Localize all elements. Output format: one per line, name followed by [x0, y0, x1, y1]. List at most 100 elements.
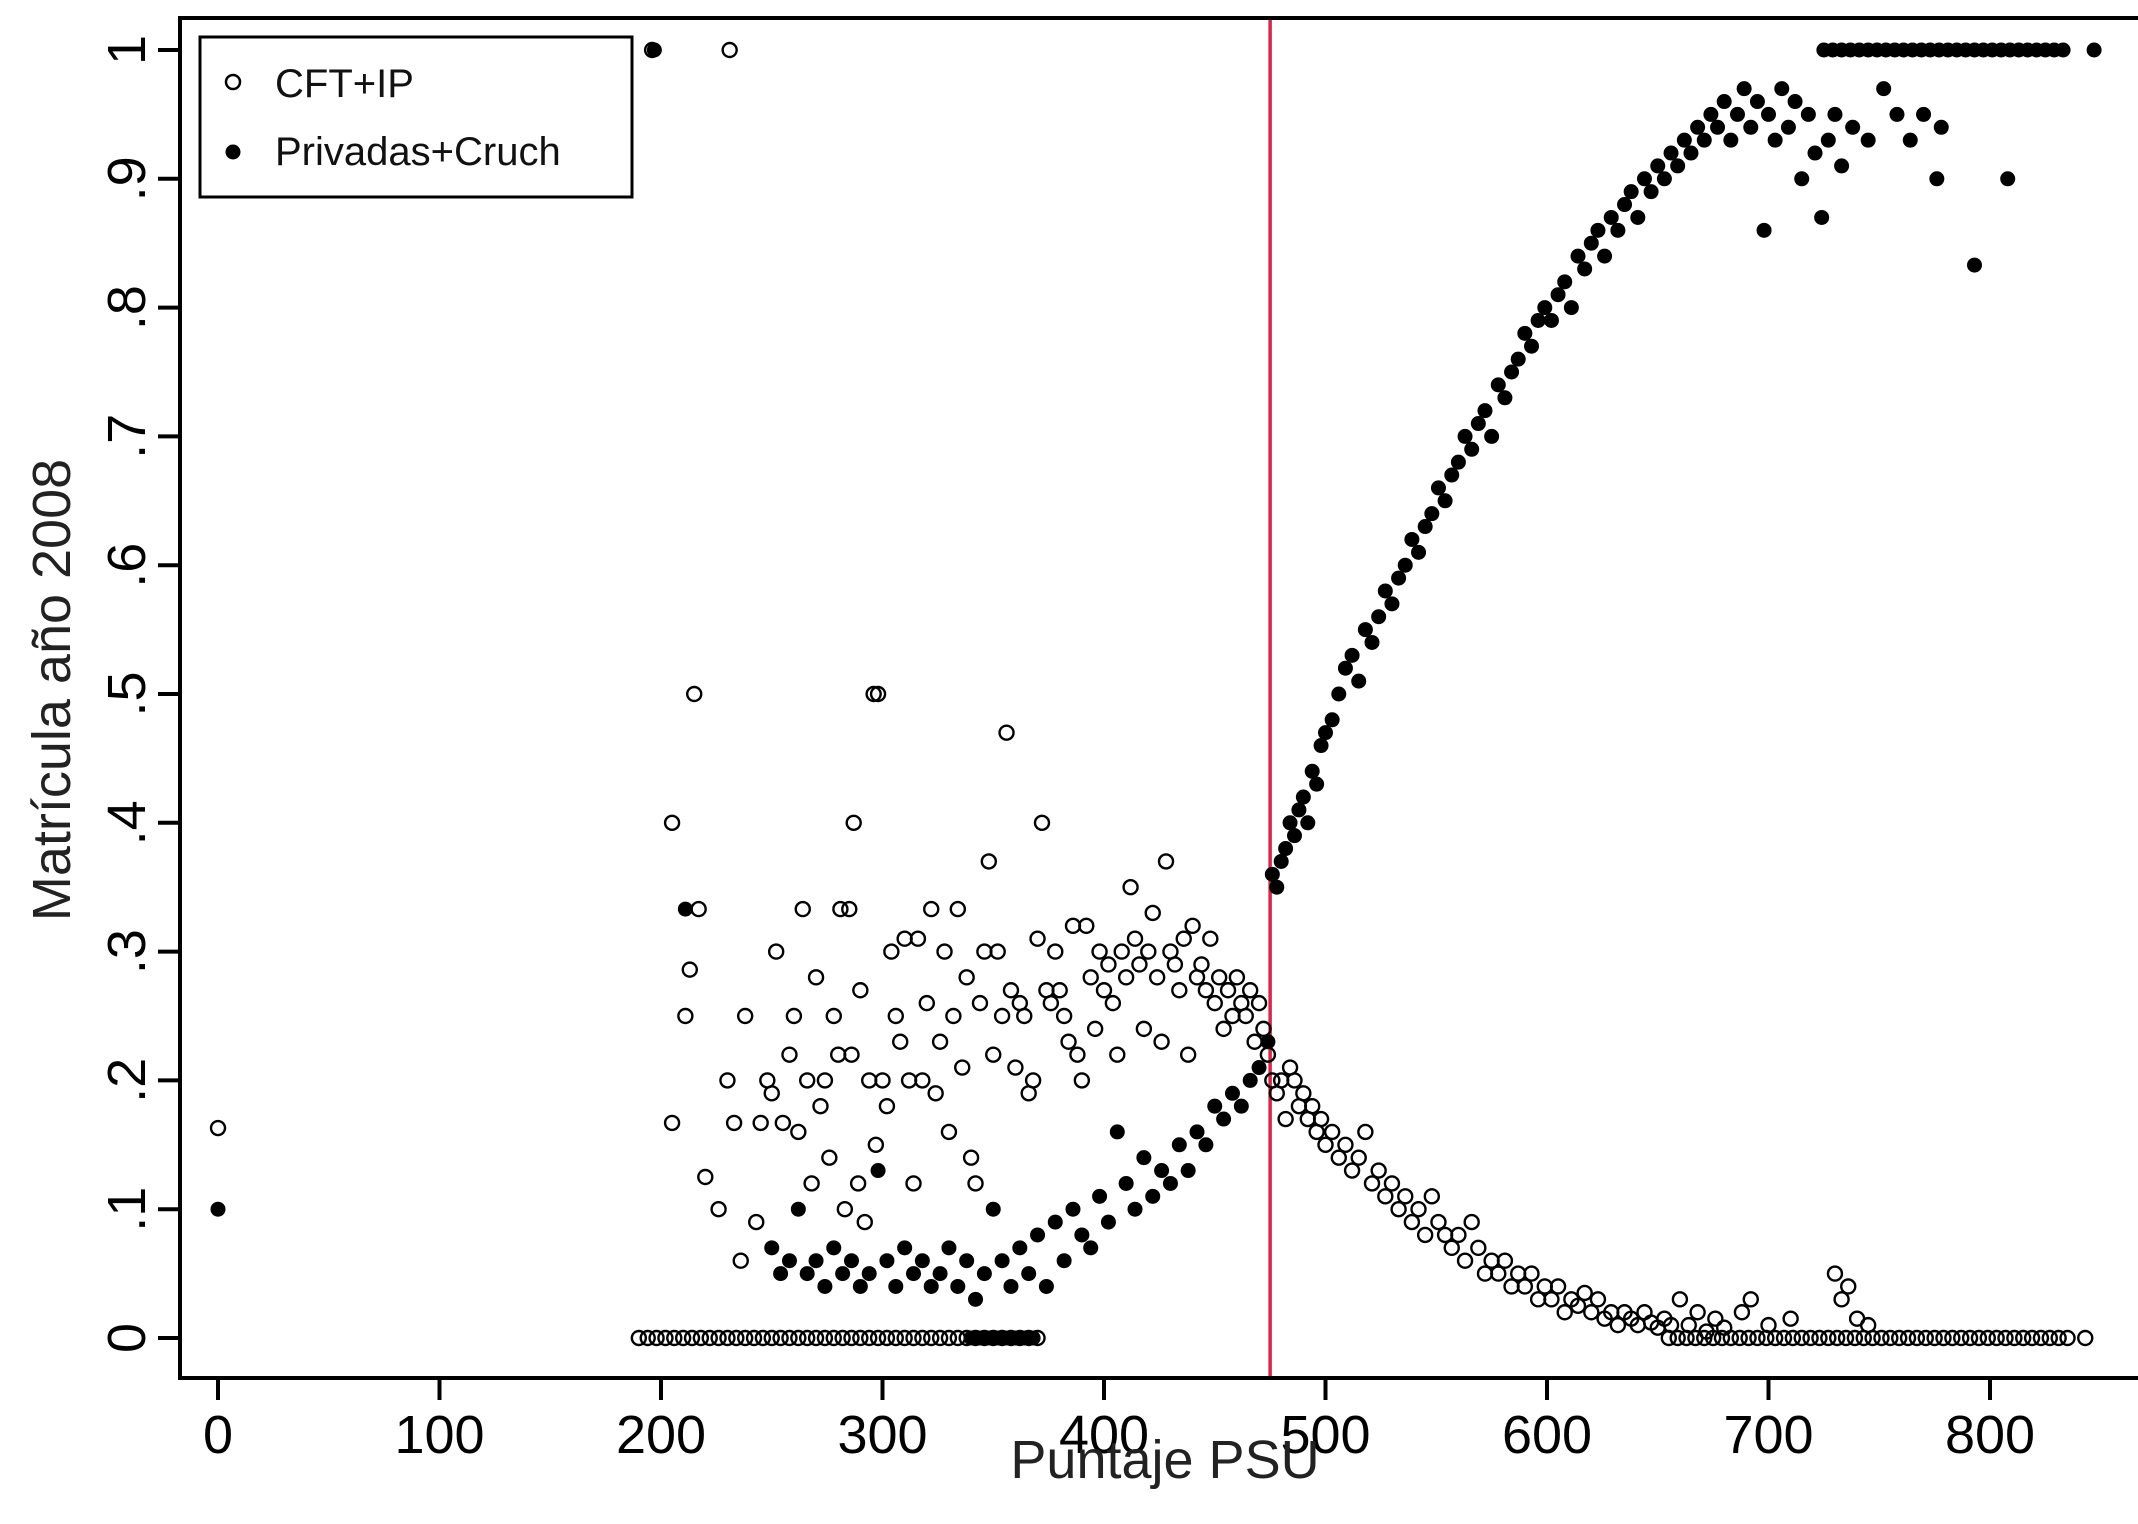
data-point-open	[2006, 1329, 2023, 1347]
data-point-open	[690, 900, 707, 918]
data-point-filled	[1845, 119, 1861, 135]
data-point-open	[657, 1329, 674, 1347]
data-point-open	[1007, 1059, 1024, 1076]
data-point-open	[1312, 1110, 1330, 1128]
data-point-filled	[1025, 1330, 1041, 1346]
data-point-filled	[1603, 209, 1619, 225]
data-point-filled	[1929, 171, 1945, 187]
data-point-open	[1259, 1046, 1277, 1063]
y-tick-label: .9	[97, 156, 157, 201]
data-point-open	[1899, 1329, 1917, 1347]
data-point-filled	[1517, 325, 1533, 341]
data-point-open	[1202, 930, 1219, 947]
x-tick-label: 100	[394, 1405, 484, 1465]
legend-marker-filled-circle	[225, 144, 241, 160]
data-point-filled	[1683, 145, 1699, 161]
data-point-filled	[1189, 1124, 1205, 1140]
data-point-filled	[1457, 428, 1473, 444]
data-point-filled	[1056, 1253, 1072, 1269]
data-point-filled	[1083, 1240, 1099, 1256]
data-point-filled	[1484, 428, 1500, 444]
data-point-open	[1157, 853, 1175, 870]
data-point-open	[1171, 982, 1188, 999]
data-point-open	[209, 1119, 227, 1137]
data-point-open	[958, 969, 975, 986]
data-point-open	[923, 1329, 940, 1347]
x-axis-title: Puntaje PSU	[1010, 1430, 1319, 1490]
data-point-filled	[932, 1266, 948, 1282]
data-point-filled	[1450, 454, 1466, 470]
y-tick-label: .3	[97, 929, 157, 974]
data-point-filled	[1497, 390, 1513, 406]
data-point-open	[1179, 1046, 1197, 1063]
data-point-open	[725, 1114, 743, 1132]
legend: CFT+IP Privadas+Cruch	[198, 35, 634, 199]
data-point-open	[1636, 1304, 1653, 1321]
data-point-filled	[1583, 235, 1599, 251]
data-point-filled	[1827, 106, 1843, 122]
data-point-open	[896, 930, 913, 947]
data-point-open	[1828, 1329, 1846, 1347]
data-point-open	[849, 1175, 867, 1192]
data-point-open	[945, 1007, 962, 1025]
data-point-filled	[1337, 660, 1353, 676]
data-point-open	[1944, 1329, 1961, 1347]
data-point-filled	[1820, 132, 1836, 148]
data-point-filled	[646, 42, 662, 58]
data-point-open	[1086, 1020, 1104, 1038]
data-point-open	[1033, 814, 1051, 831]
data-point-open	[1416, 1226, 1434, 1244]
data-point-open	[2032, 1329, 2050, 1347]
data-point-filled	[1716, 94, 1732, 110]
plot-frame	[178, 16, 2138, 1380]
data-point-open	[1370, 1162, 1387, 1179]
data-point-open	[905, 1175, 922, 1192]
data-point-open	[736, 1329, 754, 1347]
data-point-open	[1002, 982, 1020, 999]
data-point-open	[1166, 956, 1184, 973]
legend-label-series-1: CFT+IP	[275, 62, 414, 106]
data-point-open	[1443, 1239, 1460, 1257]
data-point-open	[836, 1200, 854, 1218]
data-point-open	[1970, 1329, 1988, 1347]
data-point-open	[867, 1136, 885, 1154]
data-point-open	[869, 1329, 887, 1347]
y-tick-label: 0	[97, 1323, 157, 1353]
data-point-open	[754, 1329, 772, 1347]
data-point-open	[918, 994, 935, 1012]
data-point-filled	[1030, 1227, 1046, 1243]
data-point-filled	[843, 1253, 859, 1269]
data-point-open	[1802, 1329, 1819, 1347]
data-point-filled	[1021, 1266, 1037, 1282]
data-point-open	[1135, 1020, 1153, 1038]
data-point-open	[940, 1123, 958, 1141]
legend-label-series-2: Privadas+Cruch	[275, 130, 561, 174]
data-point-open	[1569, 1297, 1587, 1315]
data-point-filled	[1703, 106, 1719, 122]
data-point-open	[674, 1329, 692, 1347]
data-point-filled	[1543, 312, 1559, 328]
data-point-open	[1423, 1188, 1441, 1205]
data-point-filled	[1278, 841, 1294, 857]
data-point-open	[834, 1329, 851, 1347]
data-point-filled	[1171, 1137, 1187, 1153]
data-point-open	[752, 1114, 769, 1132]
data-point-open	[1246, 1033, 1263, 1050]
data-point-filled	[1889, 106, 1905, 122]
data-point-open	[1131, 956, 1148, 973]
data-point-filled	[1490, 377, 1506, 393]
data-point-open	[1060, 1033, 1077, 1050]
data-point-filled	[1286, 828, 1302, 844]
data-point-filled	[861, 1266, 877, 1282]
data-point-filled	[1012, 1240, 1028, 1256]
legend-marker-open-circle	[224, 73, 242, 91]
data-point-open	[1091, 943, 1108, 960]
data-point-filled	[1860, 132, 1876, 148]
data-point-filled	[1351, 673, 1367, 689]
data-point-filled	[976, 1266, 992, 1282]
data-point-open	[1069, 1046, 1086, 1063]
data-point-open	[927, 1085, 944, 1102]
data-point-open	[1576, 1284, 1593, 1302]
data-point-open	[1430, 1213, 1447, 1231]
data-point-filled	[1690, 119, 1706, 135]
